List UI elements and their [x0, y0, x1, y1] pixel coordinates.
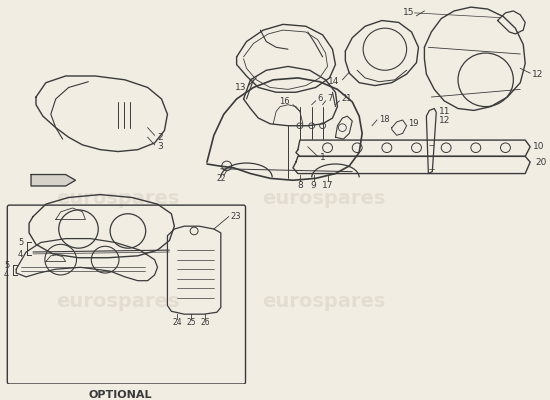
- Text: 1: 1: [320, 153, 326, 162]
- Text: 19: 19: [409, 119, 419, 128]
- Text: 25: 25: [186, 318, 196, 327]
- Text: 6: 6: [318, 94, 323, 104]
- Text: OPTIONAL: OPTIONAL: [88, 390, 152, 400]
- Text: 4: 4: [4, 270, 9, 280]
- Text: 11: 11: [439, 107, 451, 116]
- Text: eurospares: eurospares: [262, 189, 386, 208]
- Text: 8: 8: [297, 180, 302, 190]
- Text: 16: 16: [279, 97, 290, 106]
- Text: 10: 10: [533, 142, 544, 151]
- Text: 20: 20: [535, 158, 547, 166]
- Text: 3: 3: [157, 142, 163, 151]
- Text: eurospares: eurospares: [56, 189, 179, 208]
- Text: 24: 24: [173, 318, 182, 327]
- Text: eurospares: eurospares: [262, 292, 386, 312]
- Text: 5: 5: [4, 261, 9, 270]
- Text: 2: 2: [157, 133, 163, 142]
- Text: 4: 4: [18, 250, 23, 259]
- Text: 17: 17: [322, 180, 333, 190]
- Text: eurospares: eurospares: [56, 292, 179, 312]
- Text: 9: 9: [311, 180, 317, 190]
- Text: 7: 7: [328, 94, 333, 104]
- Text: 22: 22: [216, 174, 225, 183]
- Text: 14: 14: [328, 77, 339, 86]
- Text: 15: 15: [403, 8, 415, 17]
- Polygon shape: [31, 174, 75, 186]
- Text: 23: 23: [230, 212, 241, 221]
- Text: 26: 26: [200, 318, 210, 327]
- Text: 12: 12: [439, 116, 450, 126]
- Text: 13: 13: [235, 83, 246, 92]
- Text: 12: 12: [532, 70, 543, 78]
- Text: 5: 5: [18, 238, 23, 247]
- Text: 21: 21: [342, 94, 352, 104]
- Text: 18: 18: [379, 114, 389, 124]
